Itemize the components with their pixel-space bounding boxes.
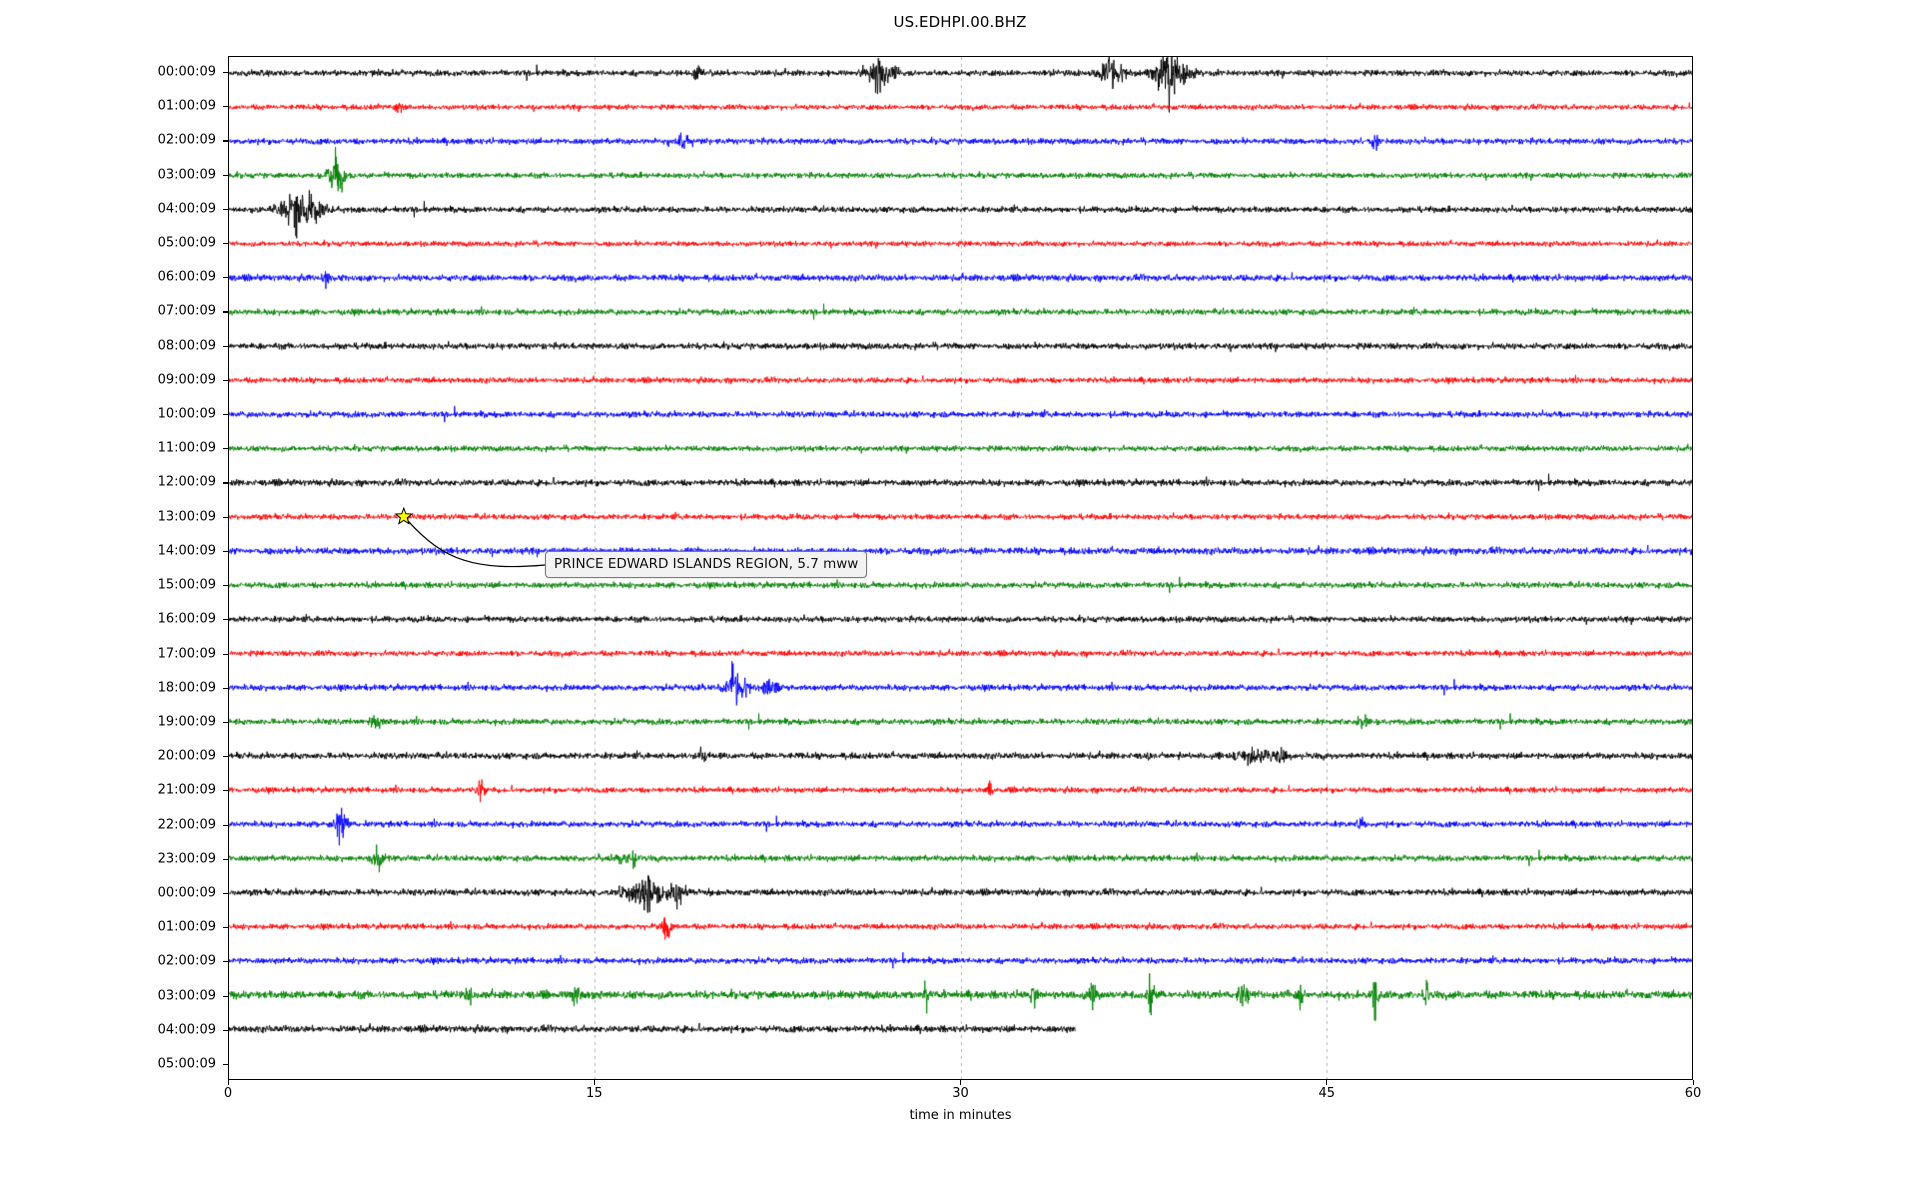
x-axis-tick-mark — [227, 1080, 229, 1085]
y-axis-tick-label: 06:00:09 — [157, 269, 216, 285]
y-axis-tick-mark — [223, 106, 228, 108]
y-axis-tick-mark — [223, 72, 228, 74]
y-axis-tick-mark — [223, 824, 228, 826]
x-axis-tick-label: 0 — [223, 1086, 233, 1101]
y-axis-tick-mark — [223, 277, 228, 279]
y-axis-tick-label: 03:00:09 — [157, 167, 216, 183]
y-axis-tick-mark — [223, 585, 228, 587]
x-axis-tick-mark — [1326, 1080, 1328, 1085]
y-axis-tick-label: 01:00:09 — [157, 919, 216, 935]
y-axis-tick-label: 05:00:09 — [157, 1056, 216, 1072]
y-axis-tick-mark — [223, 379, 228, 381]
y-axis-tick-mark — [223, 619, 228, 621]
y-axis-tick-label: 07:00:09 — [157, 303, 216, 319]
y-axis-tick-mark — [223, 927, 228, 929]
y-axis-tick-label: 17:00:09 — [157, 646, 216, 662]
y-axis-tick-label: 02:00:09 — [157, 132, 216, 148]
y-axis-tick-label: 23:00:09 — [157, 851, 216, 867]
x-axis-tick-mark — [593, 1080, 595, 1085]
y-axis-tick-label: 12:00:09 — [157, 474, 216, 490]
x-axis-tick-label: 60 — [1684, 1086, 1702, 1101]
y-axis-tick-mark — [223, 687, 228, 689]
y-axis-tick-label: 19:00:09 — [157, 714, 216, 730]
y-axis-tick-label: 11:00:09 — [157, 440, 216, 456]
y-axis-tick-mark — [223, 243, 228, 245]
y-axis-tick-label: 22:00:09 — [157, 817, 216, 833]
y-axis-tick-mark — [223, 550, 228, 552]
y-axis-tick-label: 04:00:09 — [157, 201, 216, 217]
y-axis-tick-label: 02:00:09 — [157, 953, 216, 969]
y-axis-tick-mark — [223, 756, 228, 758]
y-axis-tick-mark — [223, 892, 228, 895]
y-axis-tick-label: 00:00:09 — [157, 885, 216, 901]
x-axis-tick-label: 45 — [1318, 1086, 1336, 1101]
y-axis-tick-mark — [223, 653, 228, 655]
x-axis-tick-label: 30 — [952, 1086, 969, 1101]
y-axis-tick-mark — [223, 448, 228, 450]
y-axis-tick-mark — [223, 516, 228, 518]
y-axis-tick-label: 15:00:09 — [157, 577, 216, 593]
y-axis-tick-label: 04:00:09 — [157, 1022, 216, 1038]
event-annotation-label: PRINCE EDWARD ISLANDS REGION, 5.7 mww — [545, 551, 868, 578]
y-axis-tick-mark — [223, 140, 228, 142]
seismogram-canvas — [229, 57, 1692, 1079]
x-axis-tick-label: 15 — [585, 1086, 603, 1101]
y-axis-tick-label: 18:00:09 — [157, 680, 216, 696]
y-axis-tick-label: 00:00:09 — [157, 64, 216, 80]
y-axis-tick-label: 16:00:09 — [157, 611, 216, 627]
y-axis-tick-mark — [223, 790, 228, 792]
page-title: US.EDHPI.00.BHZ — [893, 13, 1027, 31]
plot-axes — [228, 56, 1693, 1080]
y-axis-tick-label: 03:00:09 — [157, 988, 216, 1004]
y-axis-tick-label: 10:00:09 — [157, 406, 216, 422]
y-axis-tick-label: 13:00:09 — [157, 509, 216, 525]
y-axis-tick-mark — [223, 961, 228, 963]
x-axis-label: time in minutes — [909, 1108, 1012, 1123]
x-axis-tick-mark — [1692, 1080, 1694, 1085]
y-axis-tick-mark — [223, 174, 228, 176]
y-axis-tick-mark — [223, 1029, 228, 1031]
y-axis-tick-mark — [223, 311, 228, 313]
y-axis-tick-mark — [223, 858, 228, 860]
x-axis-tick-mark — [960, 1080, 962, 1085]
y-axis-tick-label: 08:00:09 — [157, 338, 216, 354]
y-axis-tick-label: 14:00:09 — [157, 543, 216, 559]
y-axis-tick-mark — [223, 414, 228, 416]
y-axis-tick-mark — [223, 482, 228, 484]
y-axis-tick-label: 01:00:09 — [157, 98, 216, 114]
y-axis-tick-mark — [223, 1064, 228, 1066]
y-axis-tick-label: 05:00:09 — [157, 235, 216, 251]
y-axis-tick-label: 09:00:09 — [157, 372, 216, 388]
y-axis-tick-mark — [223, 345, 228, 347]
y-axis-tick-label: 21:00:09 — [157, 782, 216, 798]
y-axis-tick-label: 20:00:09 — [157, 748, 216, 764]
y-axis-tick-mark — [223, 721, 228, 724]
y-axis-tick-mark — [223, 995, 228, 997]
y-axis-tick-mark — [223, 208, 228, 210]
